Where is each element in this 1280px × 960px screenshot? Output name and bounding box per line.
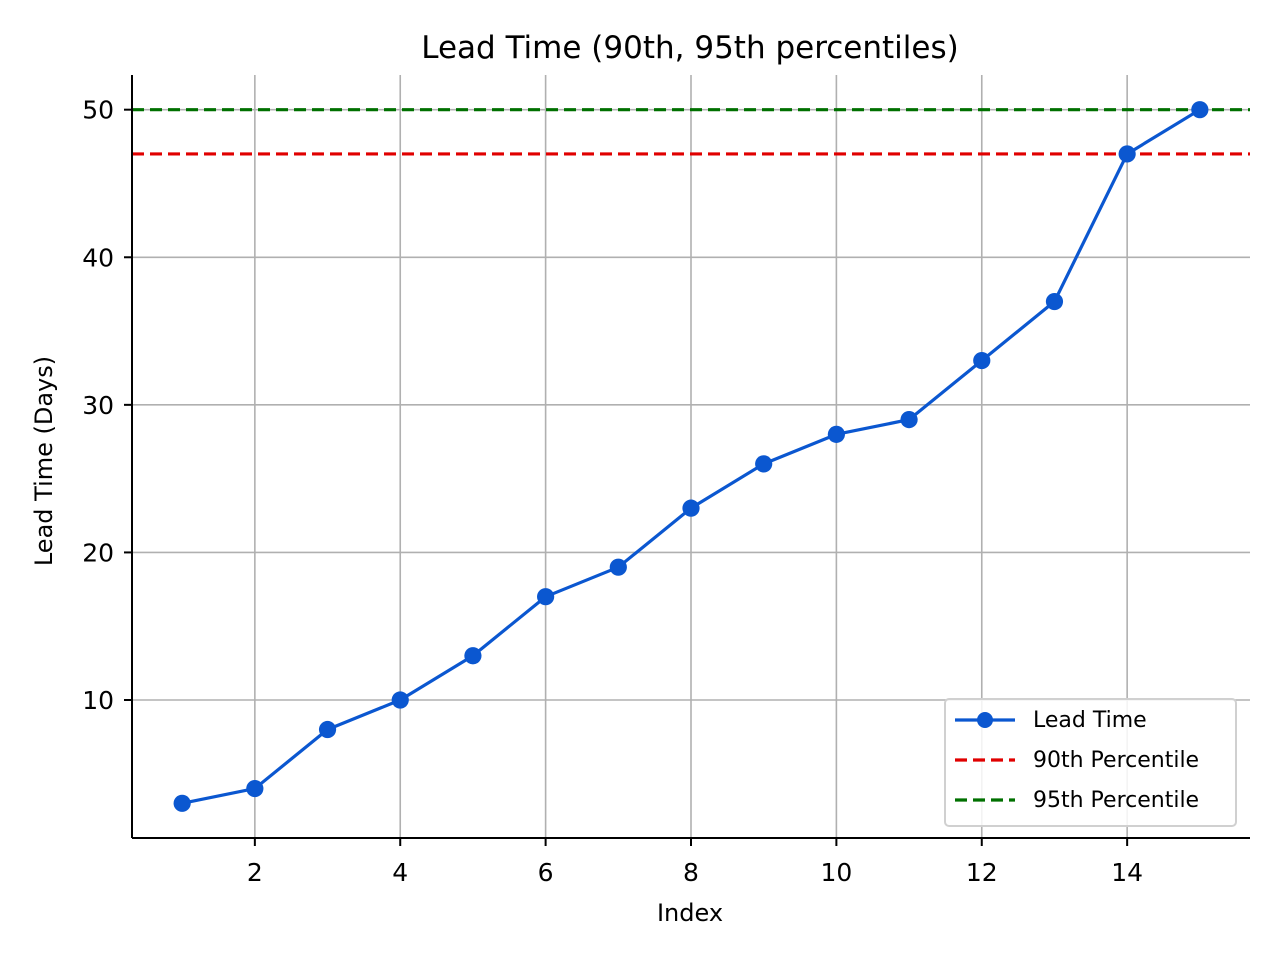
chart-legend: Lead Time 90th Percentile 95th Percentil… (944, 698, 1237, 827)
data-point-9 (755, 455, 773, 473)
data-point-11 (900, 411, 918, 429)
x-tick-label-6: 6 (538, 858, 554, 887)
legend-item-90th-percentile: 90th Percentile (955, 748, 1199, 773)
x-tick-label-8: 8 (683, 858, 699, 887)
legend-label-90th-percentile: 90th Percentile (1033, 748, 1199, 773)
legend-label-95th-percentile: 95th Percentile (1033, 788, 1199, 813)
data-point-10 (827, 425, 845, 443)
data-point-7 (609, 558, 627, 576)
percentile-reference-lines (132, 108, 1250, 156)
data-point-2 (246, 779, 264, 798)
data-point-3 (318, 720, 337, 739)
tick-labels: 2 4 6 8 10 12 14 10 20 30 40 50 (82, 96, 1143, 887)
data-point-5 (464, 647, 482, 665)
data-point-6 (537, 588, 555, 606)
data-point-8 (682, 499, 700, 517)
data-point-4 (391, 691, 409, 709)
data-point-14 (1118, 145, 1136, 163)
chart-title: Lead Time (90th, 95th percentiles) (421, 30, 958, 66)
y-tick-label-20: 20 (82, 538, 114, 567)
x-tick-label-12: 12 (966, 858, 998, 887)
x-tick-label-14: 14 (1111, 858, 1143, 887)
legend-label-lead-time: Lead Time (1033, 708, 1147, 733)
x-tick-label-2: 2 (247, 858, 263, 887)
y-tick-label-50: 50 (82, 96, 114, 125)
axes (124, 75, 1250, 846)
y-tick-label-40: 40 (82, 243, 114, 272)
data-point-1 (173, 794, 191, 812)
x-axis-label: Index (657, 899, 723, 927)
legend-item-95th-percentile: 95th Percentile (955, 788, 1199, 813)
x-tick-label-4: 4 (392, 858, 408, 887)
data-point-12 (973, 351, 991, 370)
legend-frame (944, 698, 1237, 827)
y-tick-label-30: 30 (82, 391, 114, 420)
lead-time-series-layer (173, 101, 1209, 812)
data-point-13 (1045, 292, 1064, 311)
data-point-15 (1191, 101, 1209, 119)
x-tick-label-10: 10 (820, 858, 852, 887)
legend-item-lead-time: Lead Time (955, 708, 1147, 733)
y-axis-label: Lead Time (Days) (30, 356, 58, 566)
y-tick-label-10: 10 (82, 686, 114, 715)
legend-lead-time-marker (977, 712, 993, 728)
